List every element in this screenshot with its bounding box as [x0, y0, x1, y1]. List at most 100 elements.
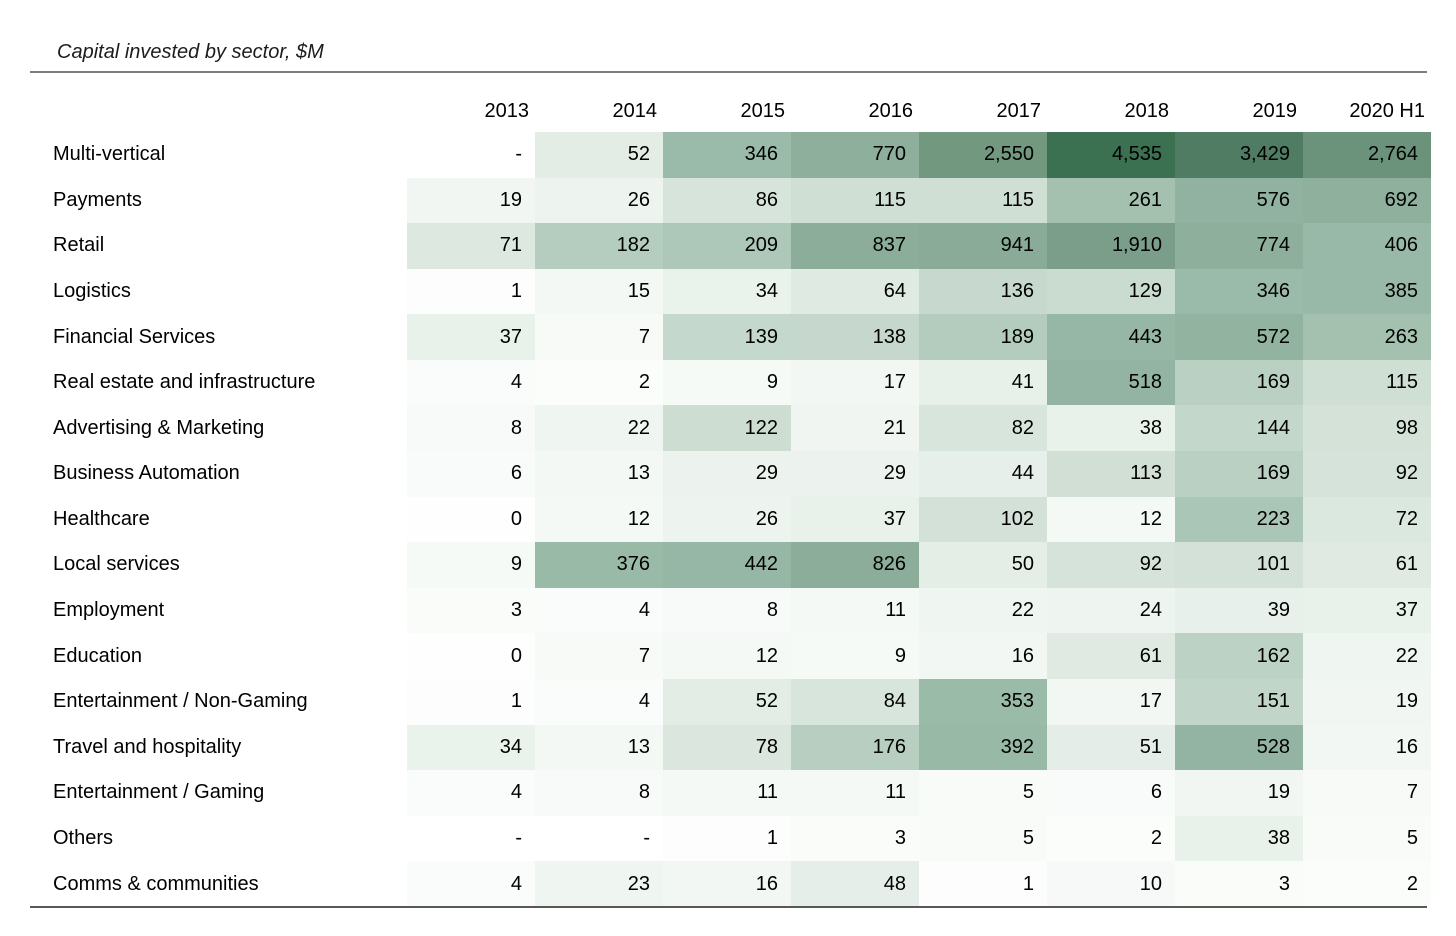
heatmap-cell: 82	[919, 405, 1047, 452]
row-label: Local services	[53, 553, 180, 576]
heatmap-cell: 50	[919, 542, 1047, 588]
heatmap-cell: 41	[919, 359, 1047, 406]
heatmap-cell: 37	[791, 496, 919, 543]
heatmap-cell: 3	[791, 815, 919, 862]
heatmap-cell: 176	[791, 724, 919, 771]
heatmap-cell: 52	[663, 678, 791, 725]
heatmap-cell: 138	[791, 314, 919, 360]
heatmap-cell: 2	[1303, 861, 1431, 907]
row-label: Payments	[53, 188, 142, 211]
column-header-2014: 2014	[612, 99, 658, 122]
heatmap-cell: 12	[1047, 496, 1175, 543]
heatmap-cell: 29	[791, 451, 919, 497]
heatmap-cell: 576	[1175, 177, 1303, 224]
heatmap-cell: 139	[663, 314, 791, 360]
row-label: Entertainment / Gaming	[53, 781, 265, 804]
heatmap-cell: 101	[1175, 542, 1303, 588]
heatmap-cell: 16	[919, 633, 1047, 679]
heatmap-cell: 263	[1303, 314, 1431, 360]
heatmap-cell: 10	[1047, 861, 1175, 907]
heatmap-cell: 38	[1047, 405, 1175, 452]
heatmap-cell: 26	[535, 177, 663, 224]
heatmap-cell: 770	[791, 132, 919, 178]
heatmap-cell: 0	[407, 633, 535, 679]
heatmap-cell: 86	[663, 177, 791, 224]
heatmap-cell: -	[535, 815, 663, 862]
heatmap-cell: 169	[1175, 359, 1303, 406]
heatmap-cell: 4	[407, 770, 535, 816]
heatmap-cell: 11	[663, 770, 791, 816]
heatmap-cell: 34	[407, 724, 535, 771]
heatmap-cell: 3	[1175, 861, 1303, 907]
row-label: Travel and hospitality	[53, 735, 242, 758]
heatmap-cell: 22	[535, 405, 663, 452]
row-label: Financial Services	[53, 325, 216, 348]
chart-title: Capital invested by sector, $M	[57, 41, 324, 63]
heatmap-cell: 115	[791, 177, 919, 224]
heatmap-cell: 16	[663, 861, 791, 907]
heatmap-cell: 7	[535, 633, 663, 679]
heatmap-cell: 6	[1047, 770, 1175, 816]
heatmap-cell: 9	[663, 359, 791, 406]
heatmap-cell: -	[407, 132, 535, 178]
heatmap-cell: 2	[535, 359, 663, 406]
column-header-2016: 2016	[868, 99, 914, 122]
heatmap-cell: 39	[1175, 587, 1303, 634]
row-label: Logistics	[53, 280, 131, 303]
row-label: Multi-vertical	[53, 143, 166, 166]
row-label: Healthcare	[53, 507, 150, 530]
heatmap-cell: 1	[407, 268, 535, 315]
heatmap-cell: 72	[1303, 496, 1431, 543]
heatmap-cell: 61	[1303, 542, 1431, 588]
heatmap-cell: 29	[663, 451, 791, 497]
heatmap-cell: 2	[1047, 815, 1175, 862]
heatmap-cell: 34	[663, 268, 791, 315]
heatmap-cell: 37	[1303, 587, 1431, 634]
heatmap-cell: 3,429	[1175, 132, 1303, 178]
heatmap-cell: 4,535	[1047, 132, 1175, 178]
heatmap-cell: 24	[1047, 587, 1175, 634]
heatmap-cell: 19	[1175, 770, 1303, 816]
row-label: Education	[53, 644, 142, 667]
heatmap-cell: 826	[791, 542, 919, 588]
row-label: Advertising & Marketing	[53, 416, 265, 439]
heatmap-cell: 78	[663, 724, 791, 771]
heatmap-cell: 261	[1047, 177, 1175, 224]
heatmap-cell: 4	[407, 359, 535, 406]
heatmap-cell: 223	[1175, 496, 1303, 543]
heatmap-cell: 11	[791, 587, 919, 634]
heatmap-cell: 12	[535, 496, 663, 543]
heatmap-cell: 17	[1047, 678, 1175, 725]
top-rule	[30, 71, 1427, 73]
heatmap-cell: 38	[1175, 815, 1303, 862]
column-header-2013: 2013	[484, 99, 530, 122]
heatmap-cell: 13	[535, 724, 663, 771]
row-label: Real estate and infrastructure	[53, 371, 316, 394]
heatmap-cell: 51	[1047, 724, 1175, 771]
heatmap-cell: 17	[791, 359, 919, 406]
heatmap-cell: 4	[535, 587, 663, 634]
row-label: Business Automation	[53, 462, 240, 485]
heatmap-cell: 19	[1303, 678, 1431, 725]
heatmap-cell: 376	[535, 542, 663, 588]
heatmap-cell: 1,910	[1047, 223, 1175, 269]
heatmap-cell: 9	[791, 633, 919, 679]
heatmap-cell: 151	[1175, 678, 1303, 725]
heatmap-cell: 5	[1303, 815, 1431, 862]
heatmap-cell: 44	[919, 451, 1047, 497]
heatmap-cell: 8	[663, 587, 791, 634]
heatmap-table: 2013 2014 2015 2016 2017 2018 2019 2020 H1 Multi…	[53, 90, 1431, 907]
heatmap-cell: 115	[919, 177, 1047, 224]
heatmap-cell: 209	[663, 223, 791, 269]
heatmap-cell: 189	[919, 314, 1047, 360]
heatmap-cell: 1	[919, 861, 1047, 907]
heatmap-cell: 15	[535, 268, 663, 315]
column-header-2018: 2018	[1124, 99, 1170, 122]
row-label: Comms & communities	[53, 872, 259, 895]
column-header-2020-h1: 2020 H1	[1349, 99, 1425, 122]
heatmap-cell: 122	[663, 405, 791, 452]
heatmap-cell: 16	[1303, 724, 1431, 771]
heatmap-cell: 941	[919, 223, 1047, 269]
heatmap-cell: 8	[535, 770, 663, 816]
heatmap-cell: 385	[1303, 268, 1431, 315]
